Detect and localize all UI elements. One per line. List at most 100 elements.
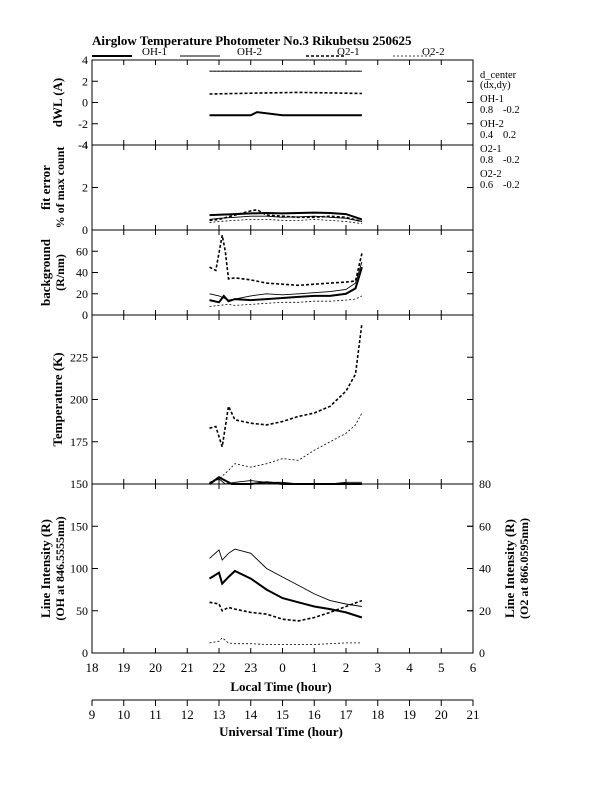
y2-tick-label: 0 (479, 646, 485, 660)
local-time-tick-label: 20 (149, 660, 162, 675)
series-oh-2 (209, 548, 362, 607)
legend-item-oh-2: OH-2 (180, 46, 262, 58)
d-center-entry-name: O2-1 (480, 144, 502, 155)
d-center-label: d_center (480, 70, 517, 81)
legend-label: O2-2 (422, 46, 445, 58)
series-oh-1 (209, 211, 363, 221)
ut-time-tick-label: 19 (403, 707, 416, 722)
d-center-dx: 0.4 (480, 130, 494, 141)
ut-time-tick-label: 15 (276, 707, 289, 722)
local-time-tick-label: 22 (213, 660, 226, 675)
panel-2: 0 2 4 fit error% of max count (38, 138, 474, 237)
series-o2-2 (209, 218, 362, 224)
local-time-tick-label: 19 (117, 660, 130, 675)
d-center-dy: 0.2 (503, 130, 516, 141)
y-tick-label: 200 (70, 393, 88, 407)
legend-label: OH-2 (237, 46, 262, 58)
local-time-axis: Local Time (hour) 18 19 20 21 22 23 0 1 2 3 4 5 6 (86, 660, 477, 694)
panel-frame (91, 59, 474, 146)
chart-title: Airglow Temperature Photometer No.3 Riku… (92, 33, 412, 48)
y-tick-label: 150 (70, 477, 88, 491)
y-tick-label: -4 (78, 138, 88, 152)
y2-axis-label-2: (O2 at 866.0595nm) (517, 518, 531, 619)
ut-time-tick-label: 21 (467, 707, 480, 722)
series-oh-1 (209, 111, 362, 117)
y-tick-label: -2 (78, 117, 88, 131)
local-time-tick-label: 3 (375, 660, 382, 675)
series-o2-1 (209, 208, 363, 223)
local-time-tick-label: 0 (279, 660, 286, 675)
d-center-entry-name: OH-2 (480, 119, 504, 130)
y-tick-label: 225 (70, 350, 88, 364)
local-time-tick-label: 23 (244, 660, 257, 675)
y-tick-label: 2 (82, 74, 88, 88)
d-center-dx: 0.6 (480, 180, 493, 191)
ut-time-axis: Universal Time (hour) 9 10 11 12 13 14 15 16 17 1… (89, 699, 480, 739)
ut-time-tick-label: 14 (244, 707, 258, 722)
y-tick-label: 0 (82, 96, 88, 110)
panel-1: -4 -2 0 2 4 dWL (A) (50, 53, 474, 152)
local-time-tick-label: 6 (470, 660, 477, 675)
d-center-info: d_center (dx,dy) OH-10.8 -0.2OH-20.4 0.2O2… (480, 70, 520, 191)
y-axis-label: fit error (38, 165, 53, 210)
y2-tick-label: 40 (479, 562, 491, 576)
y-tick-label: 20 (76, 287, 88, 301)
ut-time-tick-label: 10 (117, 707, 130, 722)
panel-3: 0 20 40 60 background (R/nm) (38, 229, 474, 322)
series-o2-2 (209, 637, 362, 645)
local-time-tick-label: 1 (311, 660, 318, 675)
ut-time-axis-label: Universal Time (hour) (219, 724, 343, 739)
y-tick-label: 100 (70, 562, 88, 576)
local-time-tick-label: 21 (181, 660, 194, 675)
y2-tick-label: 80 (479, 477, 491, 491)
y-tick-label: 4 (82, 138, 88, 152)
series-oh-2 (209, 215, 362, 222)
y-tick-label: 60 (76, 244, 88, 258)
y-tick-label: 4 (82, 53, 88, 67)
panel-4: 150 175 200 225 Temperature (K) (50, 314, 474, 491)
series-oh-2 (209, 261, 363, 301)
series-oh-1 (208, 569, 363, 619)
y-tick-label: 50 (76, 604, 88, 618)
y-tick-label: 0 (82, 223, 88, 237)
ut-time-tick-label: 9 (89, 707, 96, 722)
series-o2-2 (209, 295, 363, 307)
legend-item-o2-1: O2-1 (306, 46, 360, 58)
y-tick-label: 175 (70, 435, 88, 449)
legend-label: O2-1 (337, 46, 360, 58)
local-time-tick-label: 4 (406, 660, 413, 675)
ut-time-tick-label: 11 (149, 707, 162, 722)
d-center-entry-name: OH-1 (480, 94, 504, 105)
series-o2-2 (209, 412, 363, 485)
panel-frame (91, 483, 474, 654)
y-axis-label-2: (R/nm) (53, 254, 67, 291)
d-center-dy: -0.2 (503, 105, 520, 116)
y2-tick-label: 60 (479, 519, 491, 533)
y-axis-label-2: % of max count (53, 147, 67, 229)
series-oh-1 (209, 266, 363, 304)
d-center-entry-name: O2-2 (480, 169, 502, 180)
ut-time-tick-label: 12 (181, 707, 194, 722)
legend-label: OH-1 (142, 46, 167, 58)
legend: OH-1 OH-2 O2-1 O2-2 (92, 46, 445, 58)
ut-time-tick-label: 20 (435, 707, 448, 722)
ut-time-tick-label: 17 (340, 707, 354, 722)
y2-axis-label: Line Intensity (R) (502, 519, 517, 618)
d-center-dy: -0.2 (503, 155, 520, 166)
series-o2-1 (209, 235, 363, 287)
y-tick-label: 0 (82, 646, 88, 660)
d-center-dx: 0.8 (480, 155, 493, 166)
series-o2-1 (209, 91, 362, 95)
local-time-tick-label: 5 (438, 660, 445, 675)
legend-item-oh-1: OH-1 (92, 46, 167, 58)
local-time-tick-label: 18 (86, 660, 99, 675)
y-tick-label: 150 (70, 519, 88, 533)
y-axis-label: Temperature (K) (50, 352, 65, 446)
y-axis-label: background (38, 238, 53, 306)
legend-item-o2-2: O2-2 (393, 46, 445, 58)
ut-time-tick-label: 18 (371, 707, 384, 722)
local-time-tick-label: 2 (343, 660, 350, 675)
ut-time-tick-label: 16 (308, 707, 322, 722)
